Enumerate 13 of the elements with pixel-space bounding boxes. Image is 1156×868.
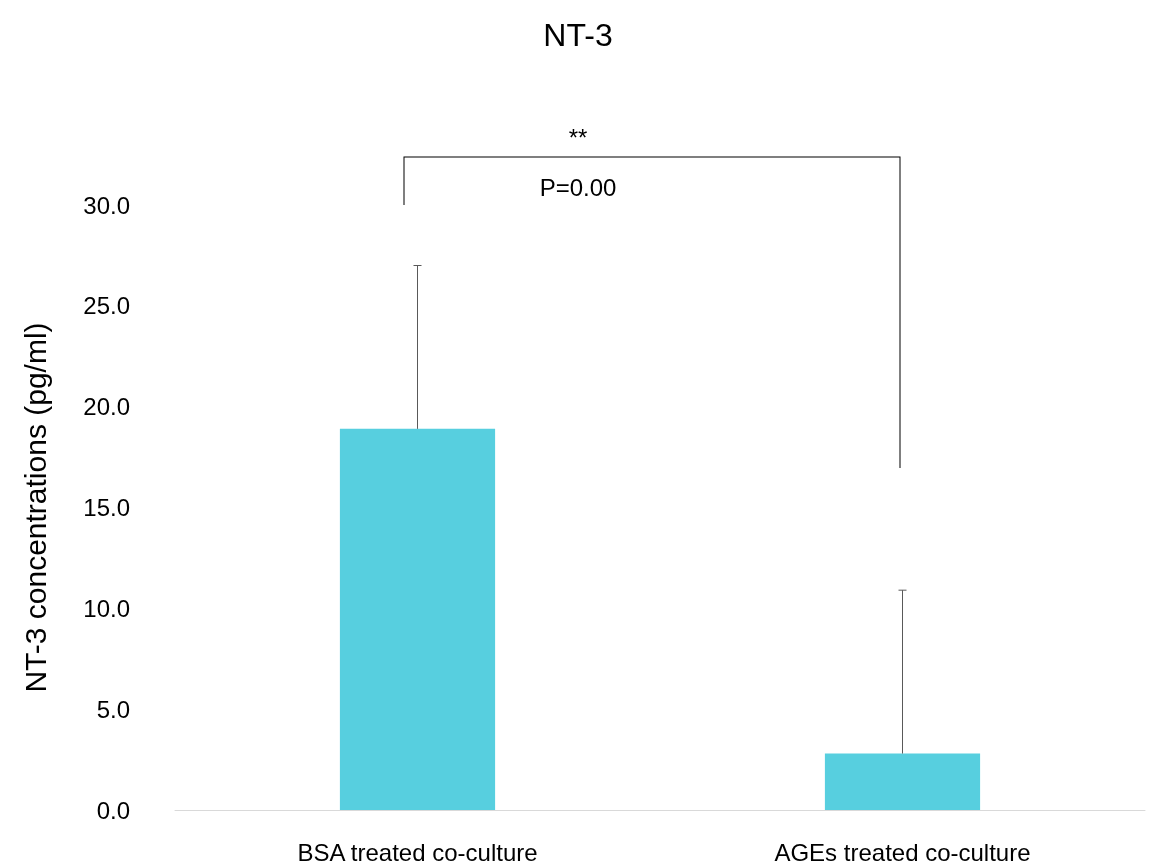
y-axis-title: NT-3 concentrations (pg/ml) xyxy=(18,322,52,693)
y-tick-label: 0.0 xyxy=(96,796,130,824)
chart-title: NT-3 xyxy=(543,17,613,53)
text: P=0.00 xyxy=(539,173,617,201)
x-tick-label: BSA treated co-culture xyxy=(297,838,538,866)
y-tick-label: 5.0 xyxy=(96,695,130,723)
text: ** xyxy=(568,123,588,151)
y-tick-label: 20.0 xyxy=(83,393,130,421)
x-tick-label: AGEs treated co-culture xyxy=(774,838,1031,866)
y-tick-label: 10.0 xyxy=(83,594,130,622)
y-tick-label: 25.0 xyxy=(83,292,130,320)
y-tick-label: 30.0 xyxy=(83,191,130,219)
y-tick-label: 15.0 xyxy=(83,494,130,521)
